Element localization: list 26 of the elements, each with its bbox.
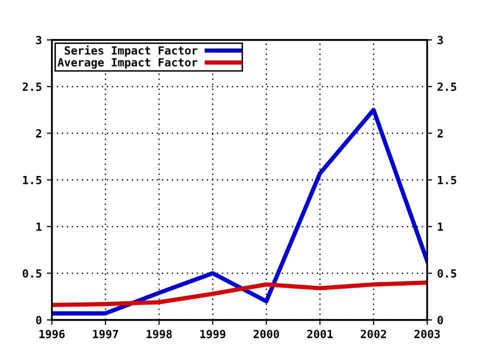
y2-tick-label: 3 (438, 36, 443, 44)
y2-tick-label: 2 (438, 129, 443, 138)
x-tick-label: 2000 (254, 330, 280, 338)
y-tick-label: 1.5 (23, 176, 42, 184)
legend-label: Average Impact Factor (58, 58, 198, 69)
y-tick-label: 3 (36, 36, 42, 44)
x-tick-label: 2001 (307, 330, 333, 338)
x-tick-label: 1996 (39, 330, 65, 338)
y-tick-label: 2.5 (22, 82, 42, 91)
y2-tick-label: 1.5 (438, 176, 456, 184)
y2-tick-label: 0.5 (438, 269, 456, 278)
x-tick-label: 1999 (200, 330, 226, 338)
x-tick-label: 1997 (93, 330, 118, 338)
x-tick-label: 2003 (414, 330, 440, 338)
x-tick-label: 1998 (146, 330, 172, 338)
y-tick-label: 0.5 (22, 269, 42, 278)
y-tick-label: 2 (36, 129, 42, 138)
x-tick-label: 2002 (360, 330, 386, 338)
line-series (52, 108, 428, 316)
y-tick-label: 1 (36, 222, 42, 231)
y-tick-label: 0 (36, 316, 42, 324)
line-series (52, 280, 428, 308)
y2-tick-label: 1 (438, 222, 444, 231)
legend-label: Series Impact Factor (64, 45, 198, 57)
y2-tick-label: 2.5 (438, 82, 456, 91)
y2-tick-label: 0 (438, 316, 443, 324)
